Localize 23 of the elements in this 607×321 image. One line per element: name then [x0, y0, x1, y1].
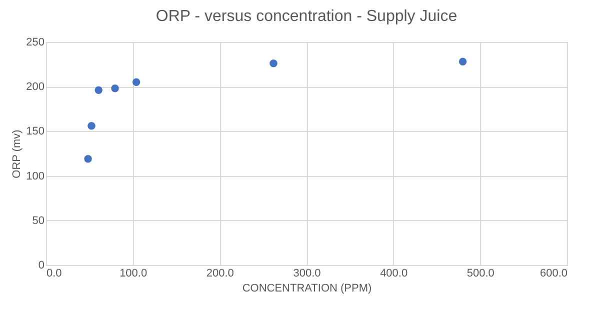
x-axis-title: CONCENTRATION (PPM): [242, 282, 372, 294]
point: [270, 60, 278, 68]
y-tick-label: 250: [26, 36, 44, 48]
x-tick-label: 200.0: [206, 268, 234, 280]
y-tick-label: 150: [26, 126, 44, 138]
y-tick-label: 0: [38, 260, 44, 272]
x-tick-label: 500.0: [466, 268, 494, 280]
x-tick-label: 300.0: [293, 268, 321, 280]
point: [84, 154, 92, 163]
y-tick-label: 200: [26, 81, 44, 94]
x-tick-label: 0.0: [46, 268, 62, 280]
point: [88, 122, 96, 130]
point: [94, 86, 102, 94]
x-tick-label: 100.0: [120, 268, 148, 280]
y-axis-title: ORP (mv): [11, 130, 24, 178]
point: [132, 78, 140, 86]
y-tick-label: 50: [32, 214, 44, 227]
point: [458, 58, 467, 66]
x-tick-label: 600.0: [540, 268, 568, 280]
y-tick-label: 100: [26, 170, 44, 182]
point: [111, 84, 119, 92]
chart-title: ORP - versus concentration - Supply Juice: [156, 8, 458, 25]
x-tick-label: 400.0: [380, 268, 408, 280]
